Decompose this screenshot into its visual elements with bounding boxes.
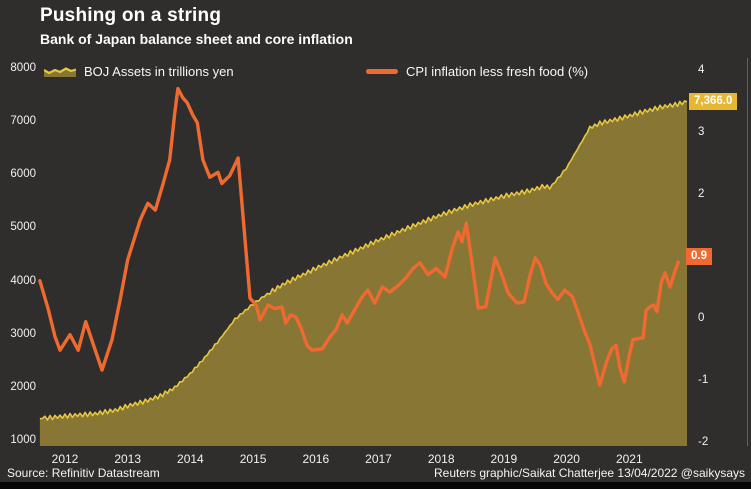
boj-assets-edge-line	[39, 100, 688, 421]
left-axis-tick: 6000	[10, 168, 36, 181]
x-axis-tick: 2020	[553, 452, 580, 466]
line-series-swatch-icon	[366, 68, 398, 74]
credit-text: Reuters graphic/Saikat Chatterjee 13/04/…	[433, 466, 745, 480]
right-axis-tick: -1	[698, 374, 709, 386]
x-axis-tick: 2017	[365, 452, 392, 466]
right-axis-tick: 4	[698, 64, 705, 76]
right-axis-tick: 3	[698, 126, 705, 138]
last-value-badge-assets: 7,366.0	[689, 93, 738, 110]
bottom-bar	[0, 482, 751, 489]
left-axis-tick: 1000	[10, 434, 36, 446]
legend-label-boj-assets: BOJ Assets in trillions yen	[84, 63, 234, 79]
chart-title: Pushing on a string	[40, 5, 222, 26]
right-axis-tick: -2	[698, 436, 709, 448]
right-axis-tick: 2	[698, 188, 705, 200]
left-axis-tick: 4000	[10, 274, 36, 287]
legend-item-cpi: CPI inflation less fresh food (%)	[366, 63, 588, 79]
x-axis-tick: 2014	[177, 452, 204, 466]
last-value-badge-cpi: 0.9	[686, 248, 712, 265]
left-axis-tick: 2000	[10, 380, 36, 393]
x-axis-tick: 2018	[427, 452, 455, 466]
left-axis-tick: 8000	[10, 62, 36, 74]
left-axis-tick: 7000	[10, 115, 36, 128]
x-axis-tick: 2015	[239, 452, 267, 466]
x-axis-tick: 2016	[302, 452, 330, 466]
x-axis-tick: 2021	[615, 452, 643, 466]
cpi-line	[38, 86, 680, 387]
legend-label-cpi: CPI inflation less fresh food (%)	[406, 63, 589, 79]
legend-item-boj-assets: BOJ Assets in trillions yen	[44, 63, 234, 79]
x-axis-tick: 2019	[490, 452, 518, 466]
left-axis-tick: 3000	[10, 327, 36, 340]
source-text: Source: Refinitiv Datastream	[7, 466, 160, 480]
chart-subtitle: Bank of Japan balance sheet and core inf…	[40, 31, 353, 47]
left-axis-tick: 5000	[10, 221, 36, 234]
boj-assets-area	[39, 100, 687, 447]
x-axis-tick: 2012	[51, 452, 79, 466]
area-series-swatch-icon	[44, 67, 76, 77]
x-axis-tick: 2013	[114, 452, 142, 466]
right-axis-tick: 0	[698, 312, 705, 324]
